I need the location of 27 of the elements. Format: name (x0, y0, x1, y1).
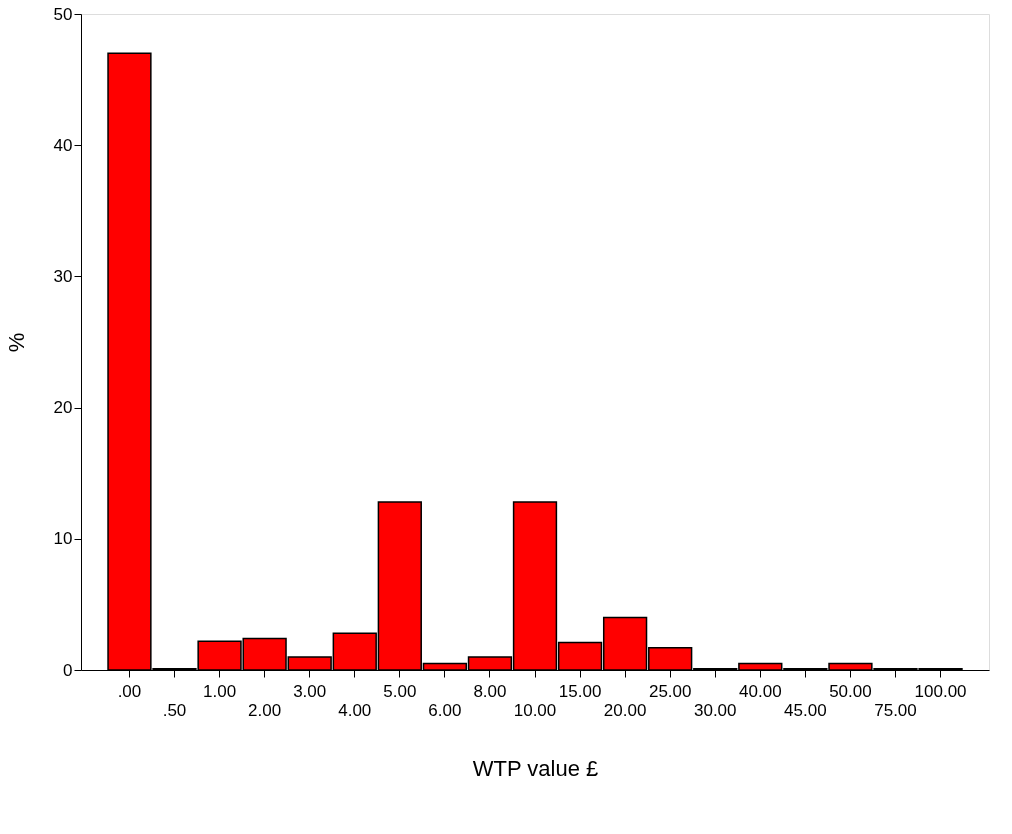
y-tick-label: 40 (53, 135, 73, 155)
y-tick-label: 0 (63, 660, 73, 680)
y-tick-label: 10 (53, 529, 73, 549)
x-tick-label: .00 (117, 681, 142, 701)
x-tick-label: .50 (162, 700, 187, 720)
x-tick-label: 6.00 (428, 700, 462, 720)
y-tick-label: 50 (53, 4, 73, 24)
x-tick-label: 3.00 (293, 681, 327, 701)
y-tick-label: 30 (53, 266, 73, 286)
x-tick-label: 25.00 (648, 681, 692, 701)
x-tick-label: 5.00 (383, 681, 417, 701)
y-tick-label: 20 (53, 398, 73, 418)
x-tick-label: 1.00 (203, 681, 237, 701)
y-axis-title: % (3, 332, 29, 353)
x-tick-label: 4.00 (338, 700, 372, 720)
x-tick-label: 50.00 (829, 681, 872, 701)
x-tick-label: 100.00 (914, 681, 967, 701)
x-tick-label: 75.00 (874, 700, 917, 720)
x-tick-label: 2.00 (248, 700, 282, 720)
x-tick-label: 30.00 (693, 700, 737, 720)
x-tick-label: 8.00 (473, 681, 507, 701)
x-tick-label: 40.00 (739, 681, 782, 701)
x-tick-label: 15.00 (558, 681, 602, 701)
x-axis-title: WTP value £ (472, 755, 599, 781)
x-tick-label: 20.00 (603, 700, 647, 720)
x-tick-label: 10.00 (513, 700, 557, 720)
x-tick-label: 45.00 (784, 700, 827, 720)
